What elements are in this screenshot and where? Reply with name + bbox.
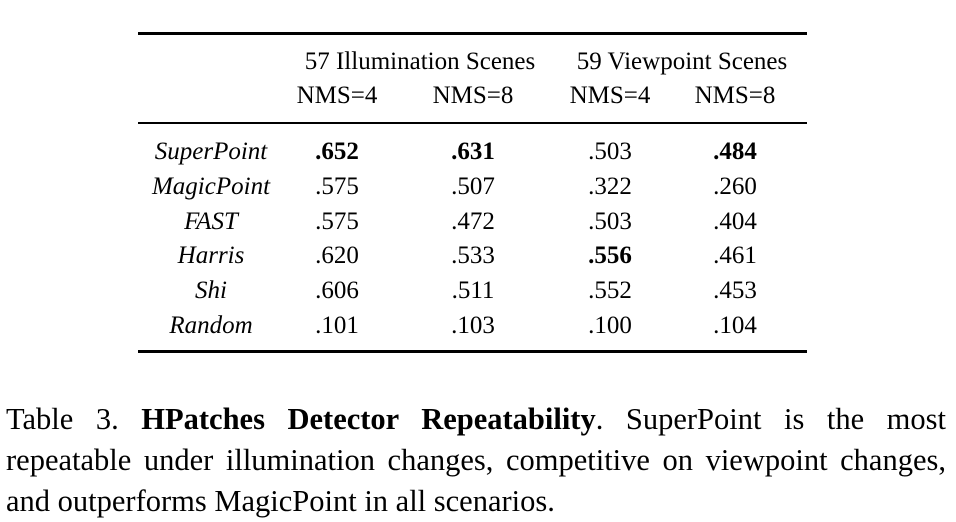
table-cell: .404 [713, 207, 757, 235]
table-cell: .322 [588, 172, 632, 200]
table-cell: .104 [713, 312, 757, 339]
table-cell: .453 [713, 277, 757, 305]
column-header: NMS=4 [296, 82, 378, 109]
table-top-rule [138, 32, 807, 35]
row-method: Random [169, 312, 253, 339]
table-cell: .575 [315, 207, 359, 235]
group-header-illumination: 57 Illumination Scenes [304, 48, 536, 75]
table-bottom-rule [138, 350, 807, 353]
table-cell: .575 [315, 172, 359, 200]
row-method: Harris [177, 242, 245, 270]
caption-title: HPatches Detector Repeatability [141, 402, 596, 436]
caption-label: Table 3. [6, 402, 119, 436]
row-method: MagicPoint [151, 172, 271, 200]
row-method: FAST [184, 207, 238, 235]
table-cell: .260 [713, 172, 757, 200]
table-cell: .100 [588, 312, 632, 339]
table-cell: .620 [315, 242, 359, 270]
table-cell: .652 [315, 138, 359, 165]
group-header-viewpoint: 59 Viewpoint Scenes [576, 48, 788, 75]
row-method: Shi [195, 277, 227, 305]
caption-text: . SuperPoint is the most repeatable unde… [6, 402, 946, 518]
table-cell: .631 [451, 138, 495, 165]
results-table: 57 Illumination Scenes 59 Viewpoint Scen… [138, 32, 807, 353]
table-cell: .556 [588, 242, 632, 270]
row-method: SuperPoint [154, 138, 268, 165]
column-header: NMS=8 [432, 82, 514, 109]
table-cell: .101 [315, 312, 359, 339]
table-cell: .461 [713, 242, 757, 270]
column-header: NMS=4 [569, 82, 651, 109]
table-cell: .503 [588, 138, 632, 165]
table-cell: .472 [451, 207, 495, 235]
table-cell: .503 [588, 207, 632, 235]
table-caption: Table 3. HPatches Detector Repeatability… [6, 399, 946, 522]
table-cell: .484 [713, 138, 757, 165]
table-cell: .511 [451, 277, 495, 305]
table-cell: .552 [588, 277, 632, 305]
table-cell: .507 [451, 172, 495, 200]
table-cell: .103 [451, 312, 495, 339]
column-header: NMS=8 [694, 82, 776, 109]
table-cell: .533 [451, 242, 495, 270]
table-cell: .606 [315, 277, 359, 305]
table-header-rule [138, 122, 807, 124]
